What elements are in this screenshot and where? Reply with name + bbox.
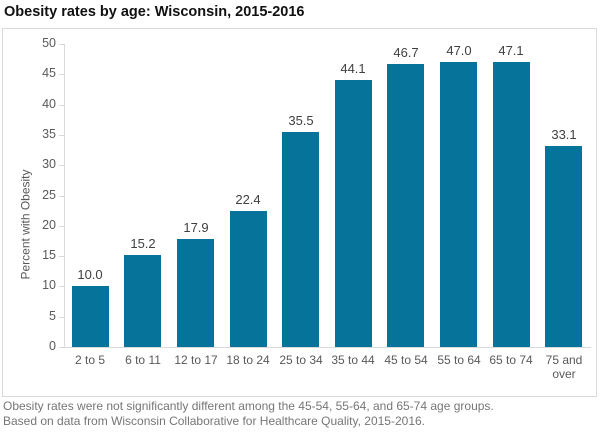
bar — [230, 211, 267, 347]
chart-plot-frame: Percent with Obesity 0 5 10 15 20 25 30 35 40 45 5… — [2, 28, 597, 397]
x-axis-label: 18 to 24 — [226, 353, 270, 367]
bar-value-label: 17.9 — [183, 220, 209, 235]
y-axis-tick-mark — [59, 74, 64, 76]
x-axis-label: 65 to 74 — [489, 353, 533, 367]
y-axis-tick-label: 30 — [42, 157, 56, 172]
bar-value-label: 47.1 — [498, 43, 524, 58]
bar — [124, 255, 161, 347]
y-axis-tick-label: 5 — [49, 308, 56, 323]
x-axis-label: 25 to 34 — [279, 353, 323, 367]
bar-value-label: 46.7 — [393, 45, 419, 60]
bar — [282, 132, 319, 347]
y-axis-tick-mark — [59, 104, 64, 106]
y-axis-tick-label: 25 — [42, 187, 56, 202]
y-axis-tick-label: 20 — [42, 217, 56, 232]
x-axis-label: 12 to 17 — [174, 353, 218, 367]
y-axis-tick-mark — [59, 195, 64, 197]
chart-title: Obesity rates by age: Wisconsin, 2015-20… — [4, 4, 305, 20]
y-axis-tick-mark — [59, 44, 64, 45]
bar — [440, 62, 477, 347]
y-axis-line — [64, 44, 65, 348]
bar — [387, 64, 424, 347]
bar-value-label: 47.0 — [446, 43, 472, 58]
bar-value-label: 22.4 — [235, 192, 261, 207]
bar-value-label: 33.1 — [551, 127, 577, 142]
bar-value-label: 15.2 — [130, 236, 156, 251]
bar — [72, 286, 109, 347]
bar — [177, 239, 214, 347]
y-axis-tick-mark — [59, 165, 64, 167]
footnote-line: Obesity rates were not significantly dif… — [3, 399, 494, 413]
y-axis-tick-label: 40 — [42, 96, 56, 111]
x-axis-line — [64, 347, 591, 348]
bar — [545, 146, 582, 347]
x-axis-label: 75 and over — [545, 353, 583, 381]
y-axis-tick-mark — [59, 256, 64, 258]
x-axis-label: 35 to 44 — [331, 353, 375, 367]
y-axis-tick-mark — [59, 225, 64, 227]
x-axis-label: 6 to 11 — [125, 353, 161, 367]
bar-value-label: 35.5 — [288, 113, 314, 128]
y-axis-tick-label: 15 — [42, 248, 56, 263]
y-axis-tick-mark — [59, 316, 64, 318]
y-axis-tick-label: 45 — [42, 66, 56, 81]
x-axis-label: 2 to 5 — [74, 353, 106, 367]
x-axis-label: 45 to 54 — [384, 353, 428, 367]
y-axis-tick-mark — [59, 286, 64, 288]
y-axis-tick-mark — [59, 134, 64, 136]
y-axis-tick-mark — [59, 347, 64, 348]
bar — [493, 62, 530, 347]
footnotes: Obesity rates were not significantly dif… — [3, 399, 494, 429]
y-axis-tick-label: 0 — [49, 339, 56, 353]
y-axis-tick-label: 35 — [42, 126, 56, 141]
y-axis-tick-label: 50 — [42, 36, 56, 50]
y-axis-tick-label: 10 — [42, 278, 56, 293]
bar-value-label: 44.1 — [340, 61, 366, 76]
x-axis-label: 55 to 64 — [437, 353, 481, 367]
bar-value-label: 10.0 — [77, 267, 103, 282]
footnote-line: Based on data from Wisconsin Collaborati… — [3, 414, 425, 428]
bar — [335, 80, 372, 347]
